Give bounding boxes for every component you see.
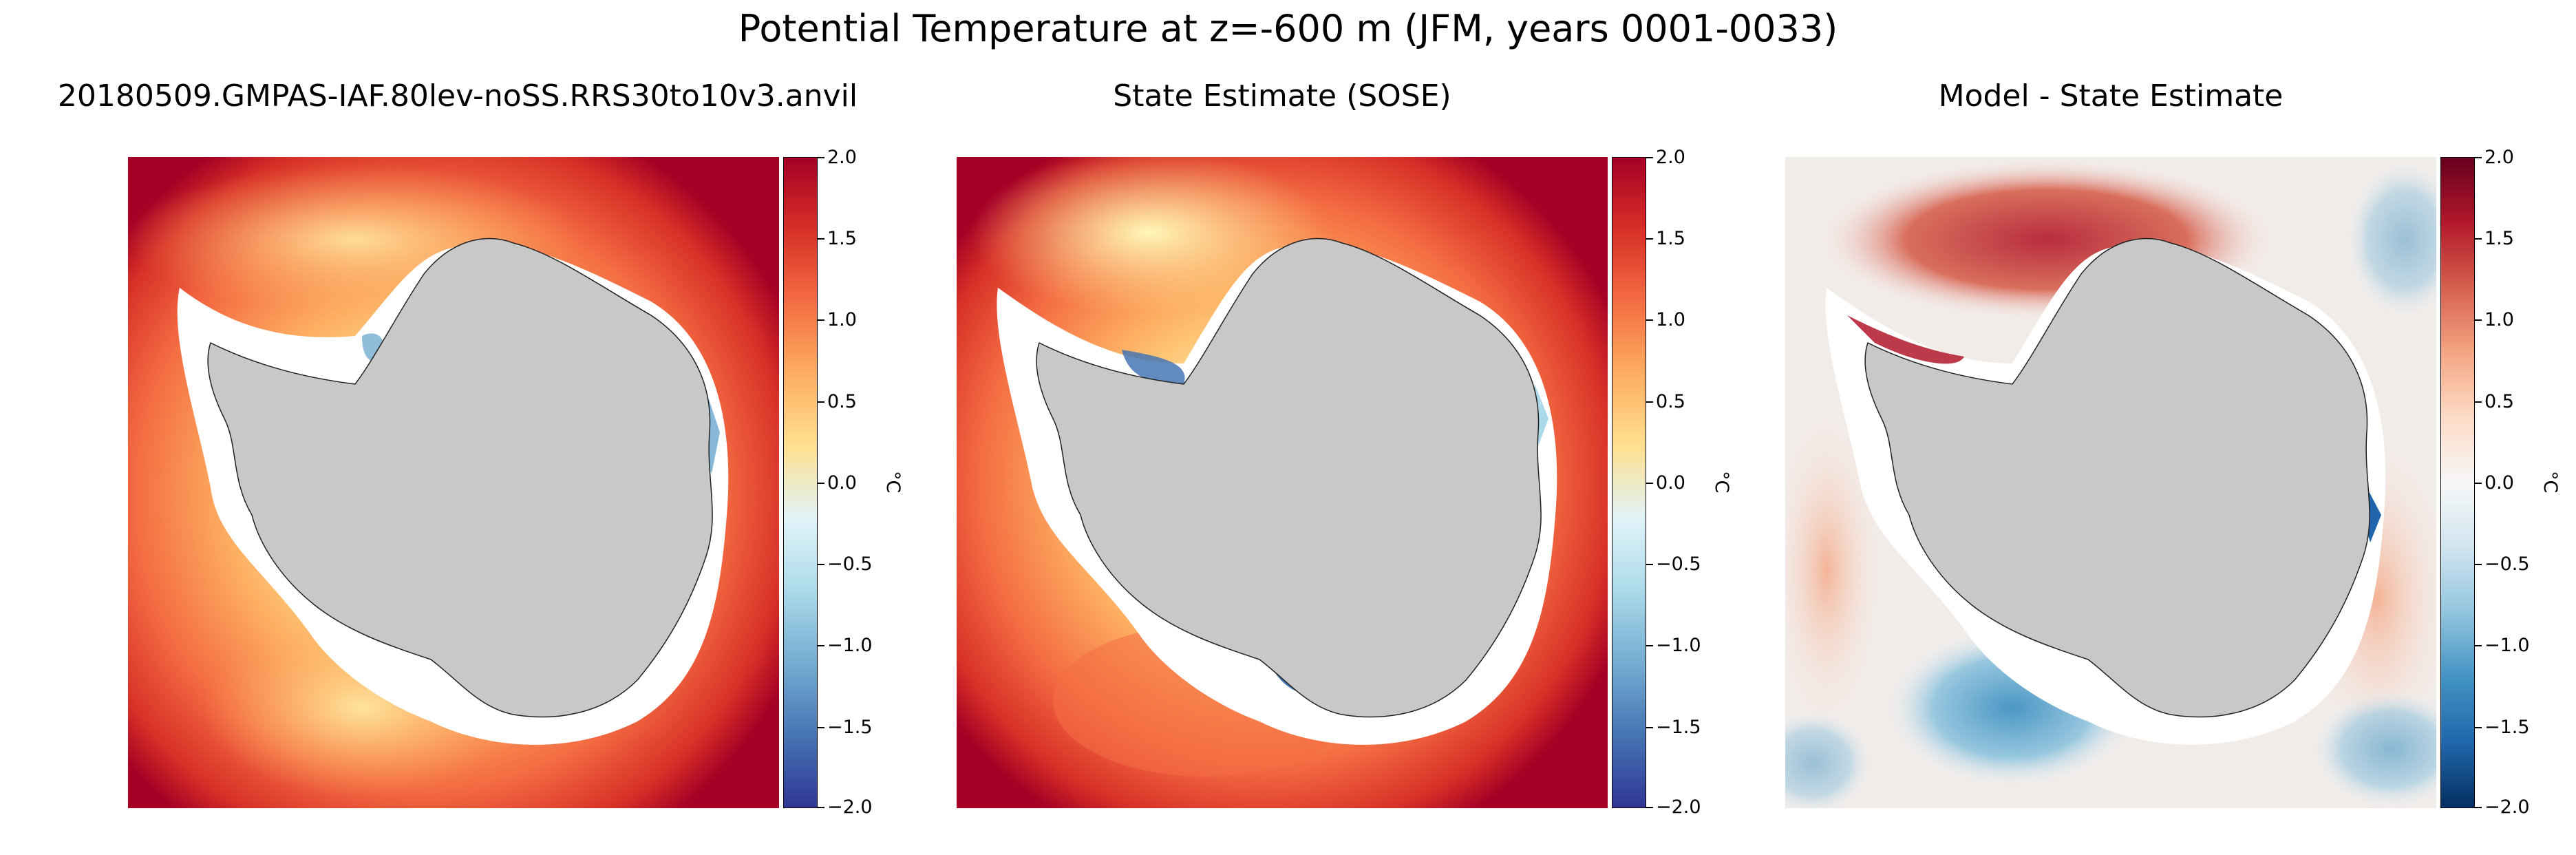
- cold-patch-weddell: [1122, 350, 1185, 384]
- panel-1-map: [128, 157, 779, 808]
- cbar3-tick--1.5: −1.5: [2484, 717, 2530, 738]
- panel-2-map: [957, 157, 1608, 808]
- cbar1-tick--1.5: −1.5: [827, 717, 873, 738]
- cbar3-tick-1.0: 1.0: [2484, 309, 2514, 330]
- cbar1-tick-0.0: 0.0: [827, 472, 857, 494]
- cbar2-tick-1.0: 1.0: [1656, 309, 1685, 330]
- cbar2-tick-0.0: 0.0: [1656, 472, 1685, 494]
- panel-3-title: Model - State Estimate: [1938, 78, 2284, 114]
- cbar3-tick-0.0: 0.0: [2484, 472, 2514, 494]
- cbar1-tick--1.0: −1.0: [827, 635, 873, 656]
- cbar2-tick--1.5: −1.5: [1656, 717, 1701, 738]
- panel-2-colorbar-unit: °C: [1711, 471, 1732, 494]
- panel-2-title: State Estimate (SOSE): [1113, 78, 1451, 114]
- cbar1-tick-1.0: 1.0: [827, 309, 857, 330]
- cbar1-tick--0.5: −0.5: [827, 553, 873, 575]
- panel-1-colorbar-unit: °C: [882, 471, 904, 494]
- panel-1-title: 20180509.GMPAS-IAF.80lev-noSS.RRS30to10v…: [57, 78, 858, 114]
- cbar3-tick--2.0: −2.0: [2484, 796, 2530, 818]
- cbar1-tick--2.0: −2.0: [827, 796, 873, 818]
- figure-title: Potential Temperature at z=-600 m (JFM, …: [738, 7, 1838, 50]
- warm-bias-shelf: [1847, 315, 1964, 364]
- antarctica-land: [1036, 237, 1542, 718]
- cbar1-tick-1.5: 1.5: [827, 228, 857, 249]
- cbar3-tick--1.0: −1.0: [2484, 635, 2530, 656]
- cbar3-tick-2.0: 2.0: [2484, 147, 2514, 168]
- cbar2-tick--2.0: −2.0: [1656, 796, 1701, 818]
- cbar2-tick--0.5: −0.5: [1656, 553, 1701, 575]
- cold-bias-northeast: [2343, 157, 2436, 322]
- panel-3-colorbar: [2440, 157, 2475, 808]
- antarctica-land: [207, 237, 713, 718]
- cbar1-tick-2.0: 2.0: [827, 147, 857, 168]
- cbar3-tick-1.5: 1.5: [2484, 228, 2514, 249]
- cbar1-tick-0.5: 0.5: [827, 391, 857, 412]
- cold-bias-southwest: [1785, 708, 1875, 808]
- cbar2-tick-0.5: 0.5: [1656, 391, 1685, 412]
- panel-3-map: [1785, 157, 2436, 808]
- cool-sector-blob: [970, 157, 1328, 315]
- cbar3-tick--0.5: −0.5: [2484, 553, 2530, 575]
- cbar3-tick-0.5: 0.5: [2484, 391, 2514, 412]
- panel-2-colorbar: [1612, 157, 1646, 808]
- cbar2-tick-2.0: 2.0: [1656, 147, 1685, 168]
- panel-1-colorbar: [783, 157, 818, 808]
- antarctica-land: [1864, 237, 2370, 718]
- cbar2-tick-1.5: 1.5: [1656, 228, 1685, 249]
- panel-3-colorbar-unit: °C: [2540, 471, 2561, 494]
- cbar2-tick--1.0: −1.0: [1656, 635, 1701, 656]
- cold-bias-southeast: [2308, 687, 2436, 808]
